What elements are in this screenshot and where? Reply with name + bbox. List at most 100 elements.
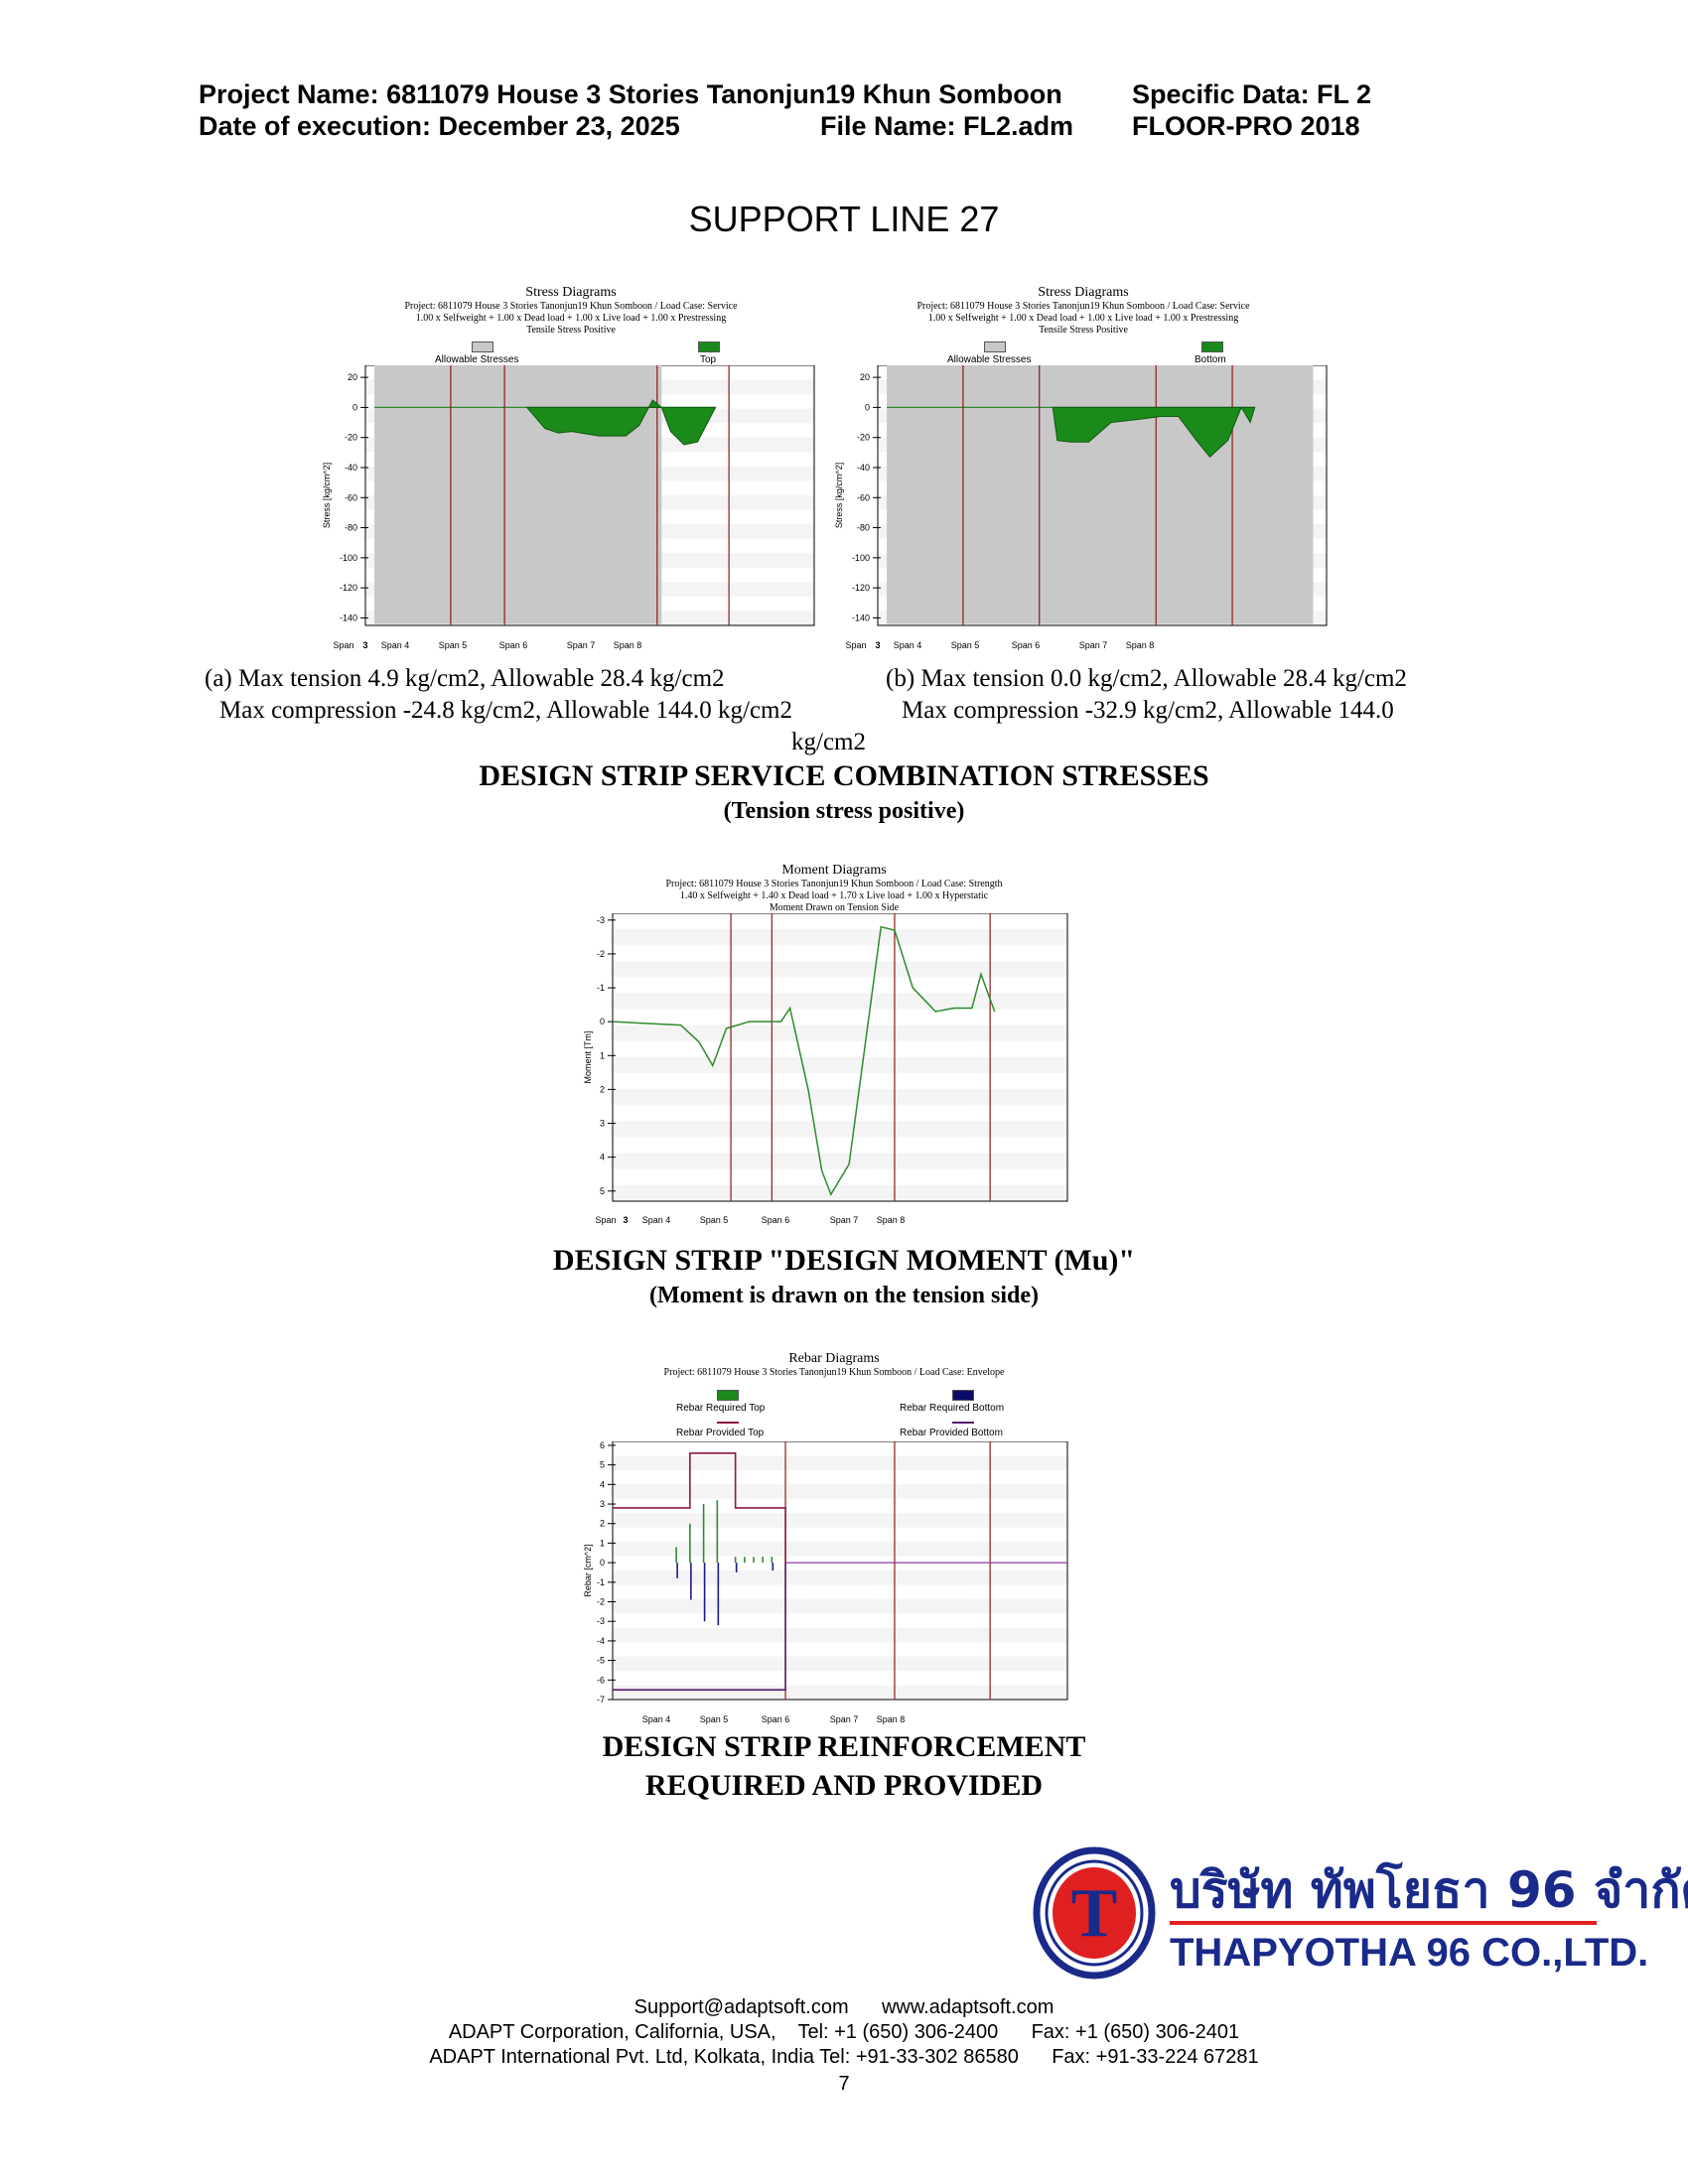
logo-underline (1170, 1921, 1597, 1925)
span-label: Span (595, 1215, 616, 1225)
stress-chart-bottom: Stress Diagrams Project: 6811079 House 3… (830, 286, 1336, 658)
grid-band (613, 1089, 1067, 1106)
date-of-execution: Date of execution: December 23, 2025 (199, 111, 680, 141)
project-name: Project Name: 6811079 House 3 Stories Ta… (199, 79, 1062, 109)
logo-english-name: THAPYOTHA 96 CO.,LTD. (1170, 1931, 1649, 1975)
stress-subheading: (Tension stress positive) (723, 798, 965, 824)
y-tick-label: -100 (340, 553, 357, 563)
grid-band (613, 1598, 1067, 1614)
grid-band (613, 1542, 1067, 1557)
y-tick-label: 6 (600, 1441, 605, 1450)
grid-band (613, 1656, 1067, 1672)
span-label: Span 7 (567, 640, 596, 650)
span-label: Span 4 (642, 1215, 671, 1225)
y-tick-label: -100 (852, 553, 870, 563)
chart-subtitle-1: Project: 6811079 House 3 Stories Tanonju… (916, 301, 1250, 312)
grid-band (613, 1057, 1067, 1074)
span-label: Span 8 (614, 640, 642, 650)
span-label: Span 8 (877, 1215, 906, 1225)
y-axis-label: Moment [Tm] (583, 1030, 593, 1083)
y-tick-label: 1 (600, 1538, 605, 1548)
stress-plot-a: 20 0 -20 -40 -60 -80 -100 -120 -140 Stress [kg/cm… (322, 365, 815, 650)
logo-emblem: T (1033, 1846, 1156, 1979)
legend-swatch-required-top (717, 1390, 739, 1401)
stress-heading: DESIGN STRIP SERVICE COMBINATION STRESSE… (479, 759, 1209, 792)
grid-band (613, 1627, 1067, 1643)
caption-b-tension: (b) Max tension 0.0 kg/cm2, Allowable 28… (886, 665, 1407, 692)
chart-subtitle-3: Tensile Stress Positive (526, 325, 616, 336)
chart-title: Stress Diagrams (1038, 285, 1129, 300)
legend-line-provided-bottom (952, 1422, 974, 1424)
legend-label-provided-top: Rebar Provided Top (676, 1428, 765, 1438)
legend-swatch-allowable (472, 341, 493, 352)
stress-area (525, 399, 717, 446)
y-tick-label: -120 (852, 583, 870, 593)
company-logo: T บริษัท ทัพโยธา 96 จำกัด THAPYOTHA 96 C… (1033, 1842, 1688, 1990)
grid-band (613, 1455, 1067, 1470)
y-tick-label: -40 (345, 463, 357, 473)
rebar-plot: 6 5 4 3 2 1 0 -1 -2 -3 -4 -5 -6 -7 Rebar [cm^2] Span 4 S… (583, 1441, 1068, 1724)
specific-data: Specific Data: FL 2 (1132, 79, 1372, 109)
span-label: Span 8 (877, 1714, 906, 1724)
y-tick-label: 3 (600, 1119, 605, 1129)
file-name: File Name: FL2.adm (820, 111, 1074, 141)
span-label: Span 6 (499, 640, 528, 650)
logo-thai-name: บริษัท ทัพโยธา 96 จำกัด (1170, 1861, 1688, 1919)
moment-line (612, 925, 996, 1196)
y-tick-label: -20 (345, 433, 357, 443)
y-tick-label: 20 (348, 372, 357, 382)
y-axis-label: Rebar [cm^2] (583, 1544, 593, 1596)
legend-label-bottom: Bottom (1195, 354, 1226, 365)
y-tick-label: 2 (600, 1519, 605, 1529)
plot-frame (612, 913, 1068, 1202)
span-label: Span (333, 640, 353, 650)
y-tick-label: 0 (352, 402, 357, 412)
legend-label-provided-bottom: Rebar Provided Bottom (900, 1428, 1003, 1438)
span-label: Span 5 (951, 640, 980, 650)
y-tick-label: -40 (857, 463, 870, 473)
caption-a-compression: Max compression -24.8 kg/cm2, Allowable … (219, 697, 793, 724)
span-label: 3 (875, 640, 880, 650)
legend-label-top: Top (700, 354, 717, 365)
y-tick-label: 4 (600, 1479, 605, 1489)
span-label: Span 5 (700, 1215, 729, 1225)
chart-title: Rebar Diagrams (788, 1351, 880, 1366)
page-title: SUPPORT LINE 27 (688, 199, 1000, 239)
span-label: Span 6 (762, 1714, 790, 1724)
y-tick-label: -3 (597, 1616, 605, 1626)
span-label: Span 6 (762, 1215, 790, 1225)
chart-subtitle-3: Moment Drawn on Tension Side (769, 902, 900, 913)
legend-swatch-bottom (1201, 341, 1223, 352)
y-tick-label: 5 (600, 1460, 605, 1470)
y-tick-label: -60 (345, 492, 357, 502)
chart-subtitle-1: Project: 6811079 House 3 Stories Tanonju… (663, 1367, 1005, 1378)
y-tick-label: -2 (597, 1597, 605, 1607)
span-label: Span 5 (700, 1714, 729, 1724)
moment-heading: DESIGN STRIP "DESIGN MOMENT (Mu)" (552, 1244, 1136, 1277)
grid-band (613, 1513, 1067, 1528)
span-label: 3 (362, 640, 367, 650)
stress-chart-top: Stress Diagrams Project: 6811079 House 3… (318, 286, 824, 658)
legend-label-allowable: Allowable Stresses (947, 354, 1032, 365)
allowable-stress-region (887, 365, 1314, 624)
span-label: Span 7 (830, 1215, 859, 1225)
grid-band (613, 993, 1067, 1010)
stress-area (1052, 406, 1256, 458)
span-label: Span 8 (1126, 640, 1155, 650)
chart-subtitle-3: Tensile Stress Positive (1039, 325, 1128, 336)
grid-band (613, 1570, 1067, 1585)
chart-subtitle-2: 1.40 x Selfweight + 1.40 x Dead load + 1… (679, 890, 989, 901)
y-tick-label: -1 (597, 1577, 605, 1587)
y-tick-label: 1 (600, 1050, 605, 1060)
y-tick-label: 0 (600, 1558, 605, 1568)
y-axis-label: Stress [kg/cm^2] (834, 463, 844, 528)
moment-chart: Moment Diagrams Project: 6811079 House 3… (581, 864, 1087, 1231)
software-name: FLOOR-PRO 2018 (1132, 111, 1360, 141)
span-label: Span 5 (439, 640, 468, 650)
y-tick-label: -3 (597, 915, 605, 925)
y-tick-label: 0 (865, 402, 870, 412)
chart-title: Stress Diagrams (525, 285, 617, 300)
grid-band (613, 1184, 1067, 1201)
legend-label-required-bottom: Rebar Required Bottom (900, 1403, 1005, 1414)
y-tick-label: 0 (600, 1017, 605, 1026)
